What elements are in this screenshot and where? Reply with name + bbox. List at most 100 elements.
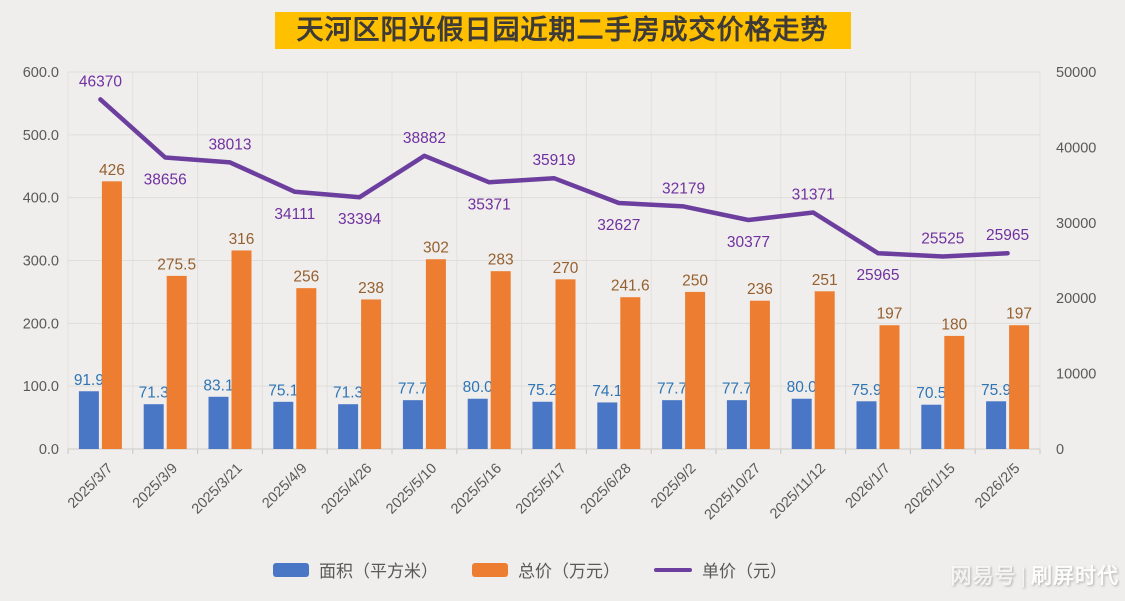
bar-label-area: 91.9	[74, 372, 104, 389]
right-axis-tick-label: 50000	[1056, 65, 1096, 81]
line-point-label: 31371	[792, 186, 835, 203]
bar-label-total-price: 275.5	[157, 256, 196, 273]
bar-label-area: 75.1	[268, 382, 298, 399]
bar-total-price	[490, 271, 511, 449]
legend-item-total-price: 总价（万元）	[472, 557, 620, 582]
bar-label-total-price: 426	[99, 162, 125, 179]
chart-title: 天河区阳光假日园近期二手房成交价格走势	[274, 12, 851, 49]
unit-price-series-swatch-icon	[654, 567, 692, 572]
bar-label-total-price: 256	[293, 269, 319, 286]
x-axis-label: 2025/10/27	[702, 461, 765, 524]
bar-area	[986, 401, 1007, 449]
line-point-label: 46370	[79, 73, 122, 90]
bar-label-total-price: 270	[553, 260, 579, 277]
bar-area	[856, 401, 877, 449]
right-axis-tick-label: 0	[1056, 442, 1064, 458]
line-point-label: 33394	[338, 211, 381, 228]
bar-area	[78, 391, 99, 449]
watermark-brand: 网易号	[950, 565, 1017, 588]
unit-price-line	[98, 97, 1010, 259]
bar-label-total-price: 241.6	[611, 278, 650, 295]
legend-label-area: 面积（平方米）	[319, 562, 438, 581]
bar-area	[467, 398, 488, 449]
bar-total-price	[1009, 325, 1030, 449]
bar-label-total-price: 283	[488, 252, 514, 269]
legend-label-unit-price: 单价（元）	[702, 562, 787, 581]
bar-area	[402, 400, 423, 449]
bar-total-price	[101, 181, 122, 449]
line-point-label: 25965	[856, 267, 899, 284]
x-axis-label: 2025/3/21	[189, 461, 246, 518]
bar-area	[532, 401, 553, 449]
bar-total-price	[749, 300, 770, 449]
x-axis-label: 2025/6/28	[578, 461, 635, 518]
bar-total-price	[944, 335, 965, 449]
bar-total-price	[555, 279, 576, 449]
bar-area	[726, 400, 747, 449]
bar-total-price	[425, 259, 446, 449]
bar-label-area: 75.2	[527, 382, 557, 399]
left-axis-tick-label: 0.0	[39, 442, 59, 458]
bar-label-total-price: 251	[812, 272, 838, 289]
bar-label-area: 71.3	[333, 385, 363, 402]
left-axis-tick-label: 100.0	[23, 379, 59, 395]
bar-label-total-price: 180	[941, 316, 967, 333]
bar-label-area: 75.9	[851, 382, 881, 399]
line-point-label: 32179	[662, 180, 705, 197]
bar-total-price	[685, 291, 706, 449]
bar-label-area: 70.5	[916, 385, 946, 402]
bar-label-area: 80.0	[787, 379, 818, 396]
right-axis-tick-label: 40000	[1056, 140, 1096, 156]
x-axis-label: 2025/3/7	[65, 461, 116, 512]
bar-label-area: 83.1	[203, 377, 233, 394]
line-point-label: 35919	[532, 152, 575, 169]
x-axis-label: 2026/1/7	[843, 461, 894, 512]
left-axis-tick-label: 600.0	[23, 65, 59, 81]
bar-label-area: 77.7	[398, 381, 428, 398]
bar-label-area: 71.3	[139, 385, 169, 402]
bar-total-price	[166, 275, 187, 449]
line-point-label: 30377	[727, 234, 770, 251]
legend-label-total-price: 总价（万元）	[518, 562, 620, 581]
bar-area	[662, 400, 683, 449]
bar-label-total-price: 250	[682, 272, 708, 289]
line-point-label: 25525	[921, 231, 964, 248]
x-axis-label: 2025/4/26	[318, 461, 375, 518]
watermark-separator: |	[1020, 565, 1027, 588]
bar-area	[791, 398, 812, 449]
line-point-label: 25965	[986, 227, 1029, 244]
line-point-label: 35371	[468, 196, 511, 213]
bar-label-area: 74.1	[592, 383, 622, 400]
x-axis-label: 2026/1/15	[902, 461, 959, 518]
bar-total-price	[879, 325, 900, 449]
bar-label-area: 77.7	[722, 381, 752, 398]
bar-area	[338, 404, 359, 449]
bar-area	[597, 402, 618, 449]
left-axis-tick-label: 200.0	[23, 316, 59, 332]
x-axis-label: 2025/5/17	[513, 461, 570, 518]
x-axis-label: 2025/3/9	[130, 461, 181, 512]
right-axis-tick-label: 30000	[1056, 216, 1096, 232]
left-axis-tick-label: 400.0	[23, 191, 59, 207]
line-point-label: 32627	[597, 217, 640, 234]
bar-total-price	[620, 297, 641, 449]
bar-total-price	[814, 291, 835, 449]
left-axis-tick-label: 300.0	[23, 254, 59, 270]
watermark: 网易号 | 刷屏时代	[951, 560, 1119, 590]
line-point-label: 38013	[208, 136, 251, 153]
bar-label-total-price: 197	[1006, 306, 1032, 323]
x-axis-label: 2025/5/10	[383, 461, 440, 518]
line-point-label: 38656	[144, 172, 187, 189]
line-point-label: 38882	[403, 130, 446, 147]
x-axis-label: 2025/4/9	[259, 461, 310, 512]
bar-total-price	[296, 288, 317, 449]
chart-legend: 面积（平方米） 总价（万元） 单价（元）	[0, 557, 1060, 582]
bar-label-total-price: 302	[423, 240, 449, 257]
watermark-name: 刷屏时代	[1031, 565, 1119, 588]
bar-area	[208, 396, 229, 449]
bar-total-price	[231, 250, 252, 449]
left-axis-tick-label: 500.0	[23, 128, 59, 144]
area-series-swatch-icon	[273, 562, 309, 577]
